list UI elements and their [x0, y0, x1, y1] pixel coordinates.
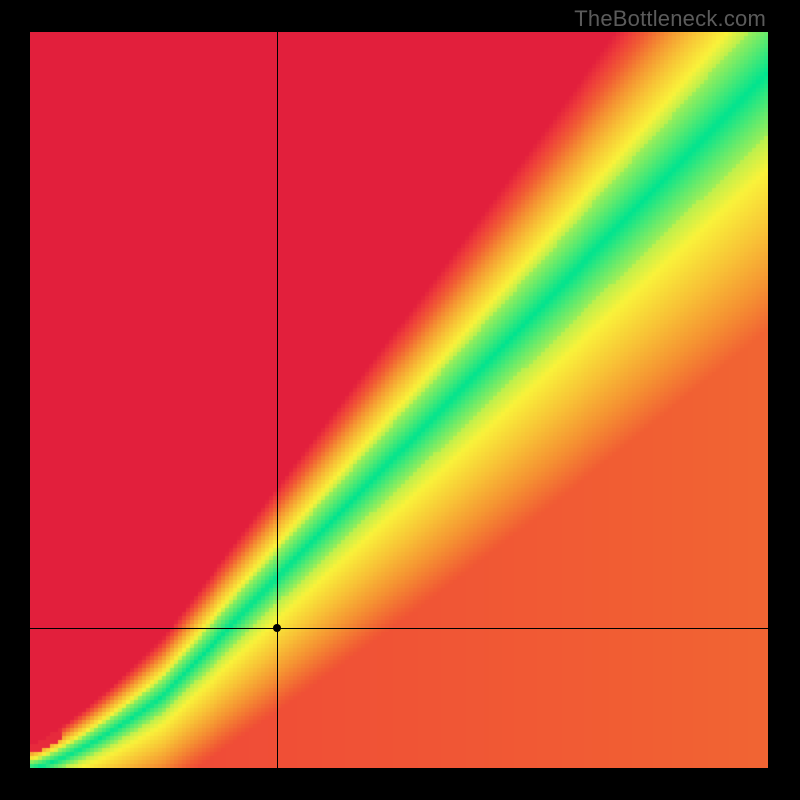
chart-frame: TheBottleneck.com	[0, 0, 800, 800]
watermark-text: TheBottleneck.com	[574, 6, 766, 32]
heatmap-canvas	[30, 32, 768, 768]
plot-area	[30, 32, 768, 768]
